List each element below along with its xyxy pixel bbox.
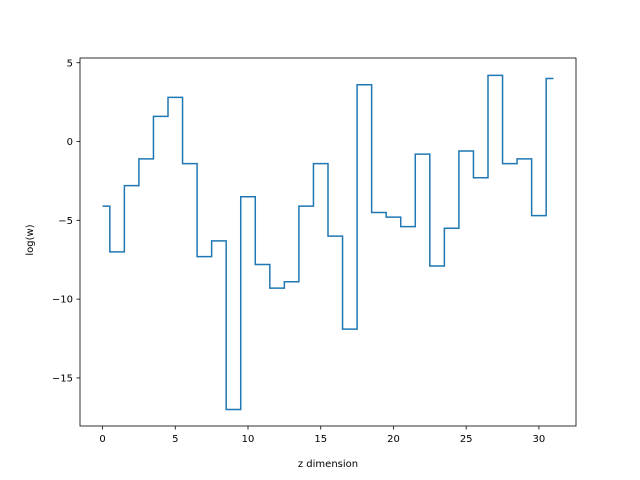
x-tick-label: 5 (172, 434, 178, 445)
x-tick-label: 15 (314, 434, 327, 445)
y-tick-label: −5 (58, 216, 73, 227)
x-axis-label: z dimension (298, 459, 358, 470)
y-tick-label: 0 (67, 137, 73, 148)
y-axis-label: log(w) (25, 224, 36, 255)
y-tick-label: 5 (67, 58, 73, 69)
y-tick-label: −15 (52, 374, 73, 385)
axes-frame (79, 57, 577, 427)
plot-layer (102, 74, 554, 411)
x-tick-label: 20 (387, 434, 400, 445)
x-tick-label: 10 (242, 434, 255, 445)
x-tick-label: 30 (533, 434, 546, 445)
axes-layer: 0 5 10 15 20 25 30 −15 −10 −5 0 5 (52, 57, 577, 445)
y-tick-label: −10 (52, 295, 73, 306)
x-tick-label: 0 (99, 434, 105, 445)
x-tick-label: 25 (460, 434, 473, 445)
series-line-0 (102, 74, 554, 411)
